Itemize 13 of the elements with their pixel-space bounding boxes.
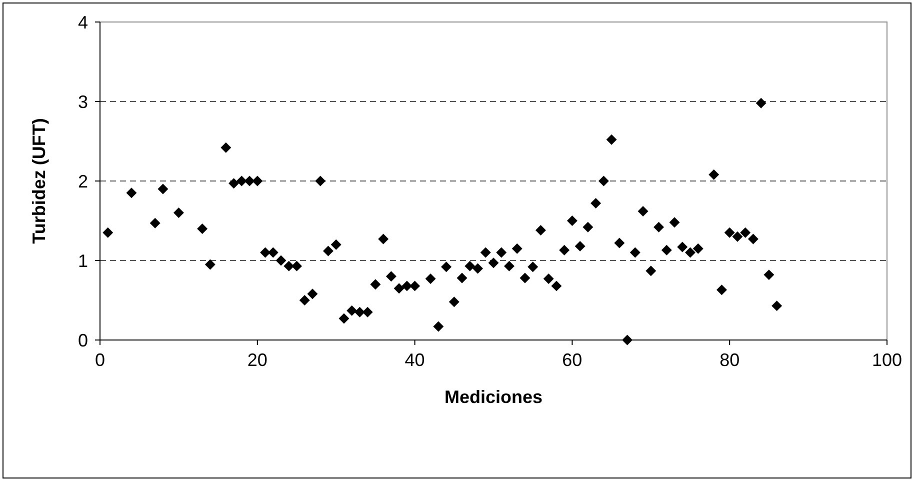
x-tick-label: 0 — [94, 350, 106, 370]
x-tick-label: 40 — [404, 350, 425, 370]
y-tick-label: 0 — [78, 330, 88, 350]
y-tick-label: 1 — [78, 250, 88, 271]
y-tick-label: 3 — [78, 92, 88, 112]
y-tick-label: 2 — [78, 171, 88, 192]
x-tick-label: 80 — [720, 350, 740, 370]
x-tick-label: 100 — [872, 350, 902, 370]
x-tick-label: 20 — [247, 350, 268, 370]
y-axis-title: Turbidez (UFT) — [29, 118, 49, 244]
y-tick-label: 4 — [78, 12, 88, 32]
x-tick-label: 60 — [562, 350, 582, 370]
x-axis-title: Mediciones — [444, 387, 543, 407]
